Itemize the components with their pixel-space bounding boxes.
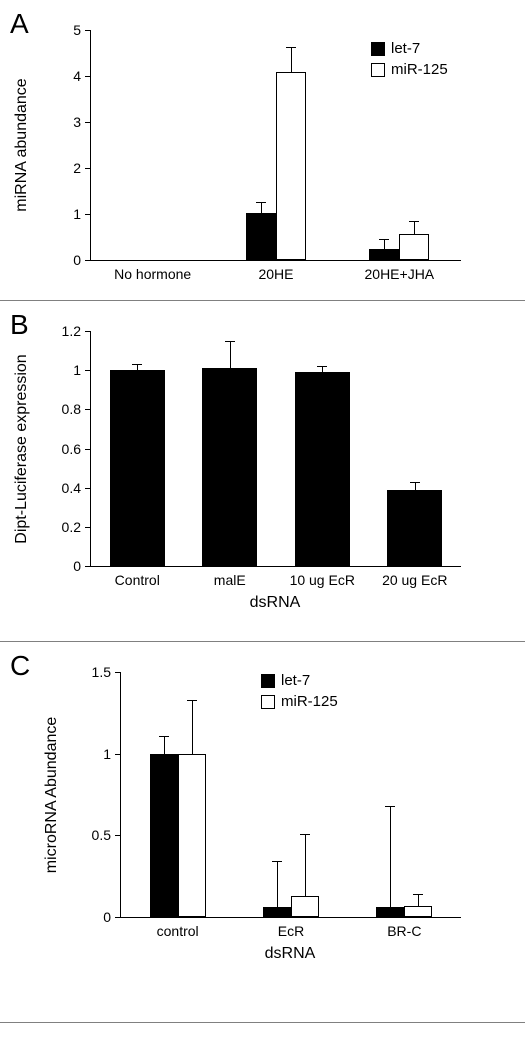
- panelB-ytick: 0.4: [62, 480, 81, 496]
- panelB-xcat: malE: [214, 572, 246, 588]
- panelA-ytick: 1: [73, 206, 81, 222]
- panelC-y-label: microRNA Abundance: [43, 716, 61, 873]
- panelA-ytick: 5: [73, 22, 81, 38]
- panelC-bar: [150, 754, 178, 917]
- panelC-ytick: 0: [103, 909, 111, 925]
- panelC-plot: 00.511.5controlEcRBR-Clet-7miR-125: [120, 672, 461, 918]
- panelC-xcat: BR-C: [387, 923, 421, 939]
- panelB-ytick: 0.2: [62, 519, 81, 535]
- panelA-legend-item: let-7: [371, 40, 448, 57]
- panelA-legend-item: miR-125: [371, 61, 448, 78]
- legend-text: let-7: [391, 40, 420, 57]
- panelC-legend-item: let-7: [261, 672, 338, 689]
- panelA-ytick: 2: [73, 160, 81, 176]
- panelB-xcat: 20 ug EcR: [382, 572, 447, 588]
- legend-swatch-icon: [261, 674, 275, 688]
- panelA-xcat: 20HE+JHA: [365, 266, 435, 282]
- panelC-xcat: control: [157, 923, 199, 939]
- panelB-xcat: Control: [115, 572, 160, 588]
- panelB-ytick: 1: [73, 362, 81, 378]
- panelA-bar: [246, 213, 276, 260]
- panelA-bar: [276, 72, 306, 260]
- panelC-ytick: 1.5: [92, 664, 111, 680]
- panel-a-label: A: [10, 8, 29, 40]
- legend-text: let-7: [281, 672, 310, 689]
- legend-text: miR-125: [281, 693, 338, 710]
- panelA-xcat: No hormone: [114, 266, 191, 282]
- legend-swatch-icon: [261, 695, 275, 709]
- panelB-x-title: dsRNA: [250, 594, 301, 612]
- panelC-x-title: dsRNA: [265, 945, 316, 963]
- panelB-bar: [295, 372, 350, 566]
- panelA-plot: 012345No hormone20HE20HE+JHAlet-7miR-125: [90, 30, 461, 261]
- panelA-ytick: 4: [73, 68, 81, 84]
- panelC-ytick: 0.5: [92, 827, 111, 843]
- panelB-ytick: 0.6: [62, 441, 81, 457]
- panel-c: C 0 0.5 1 1.5 control EcR BR-C let-7 miR-125 micr…: [0, 642, 525, 1023]
- panelB-ytick: 0.8: [62, 401, 81, 417]
- panelC-ytick: 1: [103, 746, 111, 762]
- panelA-bar: [369, 249, 399, 260]
- panelC-legend-item: miR-125: [261, 693, 338, 710]
- panelC-xcat: EcR: [278, 923, 304, 939]
- panelC-bar: [291, 896, 319, 917]
- panelB-ytick: 0: [73, 558, 81, 574]
- panelB-ytick: 1.2: [62, 323, 81, 339]
- panel-b: B 00.20.40.60.811.2ControlmalE10 ug EcR2…: [0, 301, 525, 642]
- panelA-ytick: 3: [73, 114, 81, 130]
- panelA-ytick: 0: [73, 252, 81, 268]
- panelA-xcat: 20HE: [258, 266, 293, 282]
- panelB-bar: [387, 490, 442, 566]
- panelA-y-label: miRNA abundance: [13, 78, 31, 211]
- panelA-legend: let-7 miR-125: [371, 40, 448, 82]
- legend-swatch-icon: [371, 42, 385, 56]
- panelB-bar: [202, 368, 257, 566]
- panelB-xcat: 10 ug EcR: [290, 572, 355, 588]
- legend-text: miR-125: [391, 61, 448, 78]
- panelC-bar: [263, 907, 291, 917]
- panel-c-label: C: [10, 650, 30, 682]
- panel-b-label: B: [10, 309, 29, 341]
- panelC-bar: [404, 906, 432, 917]
- panelB-y-label: Dipt-Luciferase expression: [13, 354, 31, 543]
- panelC-bar: [376, 907, 404, 917]
- panelB-plot: 00.20.40.60.811.2ControlmalE10 ug EcR20 …: [90, 331, 461, 567]
- panelA-bar: [399, 234, 429, 260]
- legend-swatch-icon: [371, 63, 385, 77]
- panelB-bar: [110, 370, 165, 566]
- panelC-legend: let-7 miR-125: [261, 672, 338, 714]
- panel-a: A 0 1 2 3 4 5 No hormone 20HE 20HE+JHA let-7 miR-1…: [0, 0, 525, 301]
- panelC-bar: [178, 754, 206, 917]
